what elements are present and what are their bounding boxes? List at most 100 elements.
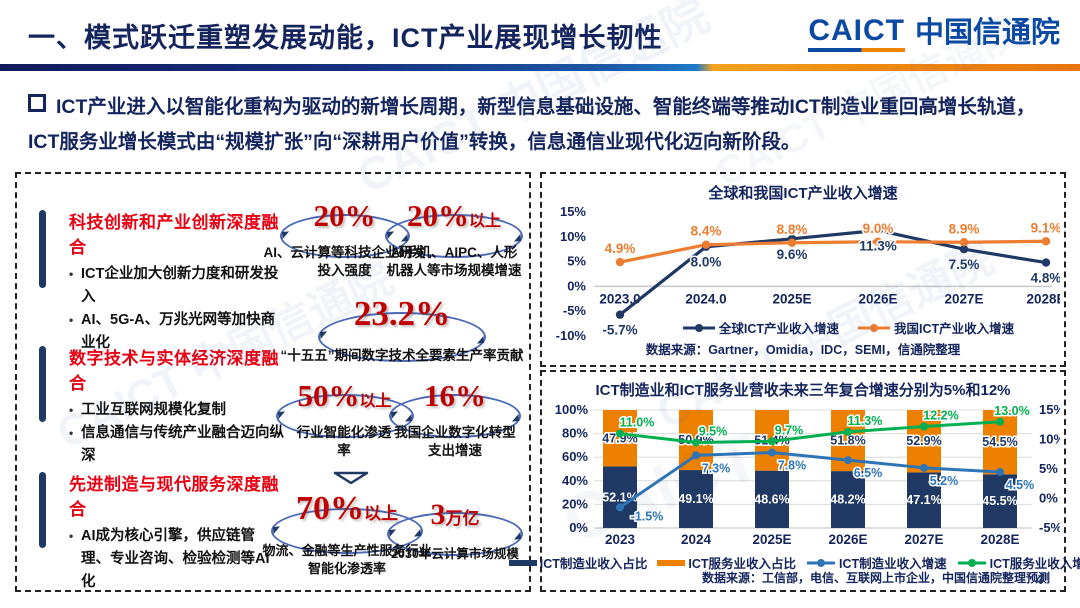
section-tech-innovation: 科技创新和产业创新深度融合 ICT企业加大创新力度和研发投入 AI、5G-A、万… — [39, 208, 289, 355]
svg-text:5%: 5% — [567, 254, 586, 269]
svg-text:100%: 100% — [555, 402, 589, 417]
left-panel: 科技创新和产业创新深度融合 ICT企业加大创新力度和研发投入 AI、5G-A、万… — [15, 172, 531, 592]
svg-text:2028E: 2028E — [1026, 291, 1060, 306]
svg-text:0%: 0% — [1039, 491, 1058, 506]
page-number: 4 — [1035, 571, 1044, 588]
bullet-item: AI成为核心引擎，供应链管理、专业咨询、检验检测等AI化 — [69, 525, 279, 594]
svg-text:-5%: -5% — [1039, 520, 1060, 535]
stat-caption: 行业智能化渗透率 — [296, 425, 392, 458]
section-accent-bar — [39, 472, 46, 548]
section-accent-bar — [39, 346, 46, 422]
section-title: 科技创新和产业创新深度融合 — [69, 213, 279, 257]
legend-bar-navy-icon — [508, 559, 537, 566]
svg-text:2023.0: 2023.0 — [599, 291, 640, 306]
svg-text:9.1%: 9.1% — [1031, 220, 1060, 235]
svg-text:2025E: 2025E — [772, 291, 811, 306]
svg-text:52.9%: 52.9% — [906, 434, 941, 448]
svg-text:13.0%: 13.0% — [994, 404, 1029, 418]
svg-text:2027E: 2027E — [904, 532, 943, 547]
legend-line-blue-icon — [807, 558, 835, 567]
svg-text:51.8%: 51.8% — [830, 434, 865, 448]
svg-text:47.1%: 47.1% — [906, 493, 941, 507]
svg-text:11.3%: 11.3% — [848, 414, 883, 428]
svg-text:2028E: 2028E — [980, 532, 1019, 547]
svg-text:-5%: -5% — [563, 303, 587, 318]
legend-bar-orange-icon — [657, 559, 686, 566]
section-advanced-manufacturing: 先进制造与现代服务深度融合 AI成为核心引擎，供应链管理、专业咨询、检验检测等A… — [39, 470, 279, 594]
svg-text:2023: 2023 — [605, 532, 636, 547]
chart-source: 数据来源：Gartner，Omidia，IDC，SEMI，信通院整理 — [645, 343, 961, 357]
caict-logo-underline — [808, 48, 905, 52]
bullet-item: 工业互联网规模化复制 — [69, 399, 289, 422]
svg-text:7.8%: 7.8% — [778, 458, 807, 472]
orbit-ellipse-icon — [385, 214, 523, 258]
title-divider — [0, 64, 1080, 71]
page-title: 一、模式跃迁重塑发展动能，ICT产业展现增长韧性 — [28, 23, 663, 53]
svg-text:9.6%: 9.6% — [777, 247, 808, 262]
svg-text:49.1%: 49.1% — [678, 492, 713, 506]
section-bullets: 工业互联网规模化复制 信息通信与传统产业融合迈向纵深 — [57, 399, 289, 468]
legend-line-green-icon — [957, 558, 986, 567]
svg-text:45.5%: 45.5% — [982, 494, 1017, 508]
svg-text:48.6%: 48.6% — [754, 492, 789, 506]
section-accent-bar — [39, 210, 46, 288]
caict-logo-cn: 中国信通院 — [914, 17, 1060, 49]
orbit-ellipse-icon — [389, 394, 521, 438]
legend-item: 我国ICT产业收入增速 — [857, 318, 1014, 337]
svg-text:-1.5%: -1.5% — [631, 509, 664, 523]
svg-text:-10%: -10% — [556, 328, 587, 343]
svg-text:10%: 10% — [1039, 432, 1060, 447]
bullet-item: ICT企业加大创新力度和研发投入 — [69, 263, 289, 309]
square-bullet-icon — [28, 94, 46, 112]
svg-text:2024.0: 2024.0 — [685, 291, 726, 306]
caict-logo-text: CAICT — [808, 14, 905, 47]
caict-logo-abbr: CAICT — [808, 16, 905, 52]
legend-item: ICT制造业收入增速 — [806, 553, 947, 572]
svg-text:9.5%: 9.5% — [699, 424, 728, 438]
combo-chart-canvas: 0%20%40%60%80%100%-5%0%5%10%15%52.1%47.9… — [555, 402, 1060, 547]
svg-text:4.8%: 4.8% — [1031, 271, 1060, 286]
stat-caption: AI、云计算等科技企业研发投入强度 — [263, 245, 426, 278]
svg-text:12.2%: 12.2% — [923, 409, 958, 423]
stat-caption: “十五五”期间数字技术全要素生产率贡献 — [280, 348, 524, 363]
chart-source: 数据来源：工信部，电信、互联网上市企业，中国信通院整理预测 — [701, 571, 1050, 585]
svg-text:0%: 0% — [569, 520, 588, 535]
section-digital-economy: 数字技术与实体经济深度融合 工业互联网规模化复制 信息通信与传统产业融合迈向纵深 — [39, 344, 289, 468]
legend-line-orange-icon — [858, 323, 890, 332]
chart-title: ICT制造业和ICT服务业营收未来三年复合增速分别为5%和12% — [595, 382, 1011, 399]
stat-digital-transform-spend: 16% 我国企业数字化转型支出增速 — [389, 380, 521, 460]
svg-text:2024: 2024 — [681, 532, 712, 547]
legend-item: 全球ICT产业收入增速 — [682, 318, 839, 337]
svg-text:8.9%: 8.9% — [949, 221, 980, 236]
legend-line-navy-icon — [682, 323, 715, 332]
svg-text:9.0%: 9.0% — [863, 221, 894, 236]
svg-text:7.5%: 7.5% — [949, 257, 980, 272]
line-chart-canvas: 15% 10% 5% 0% -5% -10% 2023.0 2024.0 2025E 2026E 2… — [556, 204, 1060, 343]
svg-text:11.3%: 11.3% — [859, 238, 897, 253]
section-bullets: ICT企业加大创新力度和研发投入 AI、5G-A、万兆光网等加快商业化 — [57, 263, 289, 355]
svg-text:80%: 80% — [562, 426, 588, 441]
svg-text:15%: 15% — [1039, 402, 1060, 417]
svg-text:6.5%: 6.5% — [854, 466, 883, 480]
legend-item: ICT服务业收入占比 — [657, 553, 796, 572]
svg-text:60%: 60% — [562, 449, 588, 464]
svg-text:8.0%: 8.0% — [691, 255, 722, 270]
svg-text:5%: 5% — [1039, 461, 1058, 476]
svg-text:48.2%: 48.2% — [830, 493, 865, 507]
svg-text:2025E: 2025E — [752, 532, 791, 547]
svg-text:0%: 0% — [567, 278, 586, 293]
down-arrow-icon — [333, 471, 369, 485]
orbit-ellipse-icon — [387, 512, 523, 556]
chart-ict-mfg-service-revenue: ICT制造业和ICT服务业营收未来三年复合增速分别为5%和12% 0% 20% 40… — [508, 370, 1080, 592]
orbit-ellipse-icon — [318, 312, 486, 362]
svg-text:5.2%: 5.2% — [930, 474, 959, 488]
svg-text:9.7%: 9.7% — [775, 423, 804, 437]
caict-logo: CAICT 中国信通院 — [808, 16, 1060, 52]
intro-paragraph: ICT产业进入以智能化重构为驱动的新增长周期，新型信息基础设施、智能终端等推动I… — [28, 90, 1050, 160]
legend-item: ICT制造业收入占比 — [508, 553, 647, 572]
svg-text:8.8%: 8.8% — [777, 222, 808, 237]
stat-industry-ai-penetration: 50%以上 行业智能化渗透率 — [267, 380, 422, 460]
svg-text:2026E: 2026E — [828, 532, 867, 547]
bullet-item: 信息通信与传统产业融合迈向纵深 — [69, 422, 289, 468]
